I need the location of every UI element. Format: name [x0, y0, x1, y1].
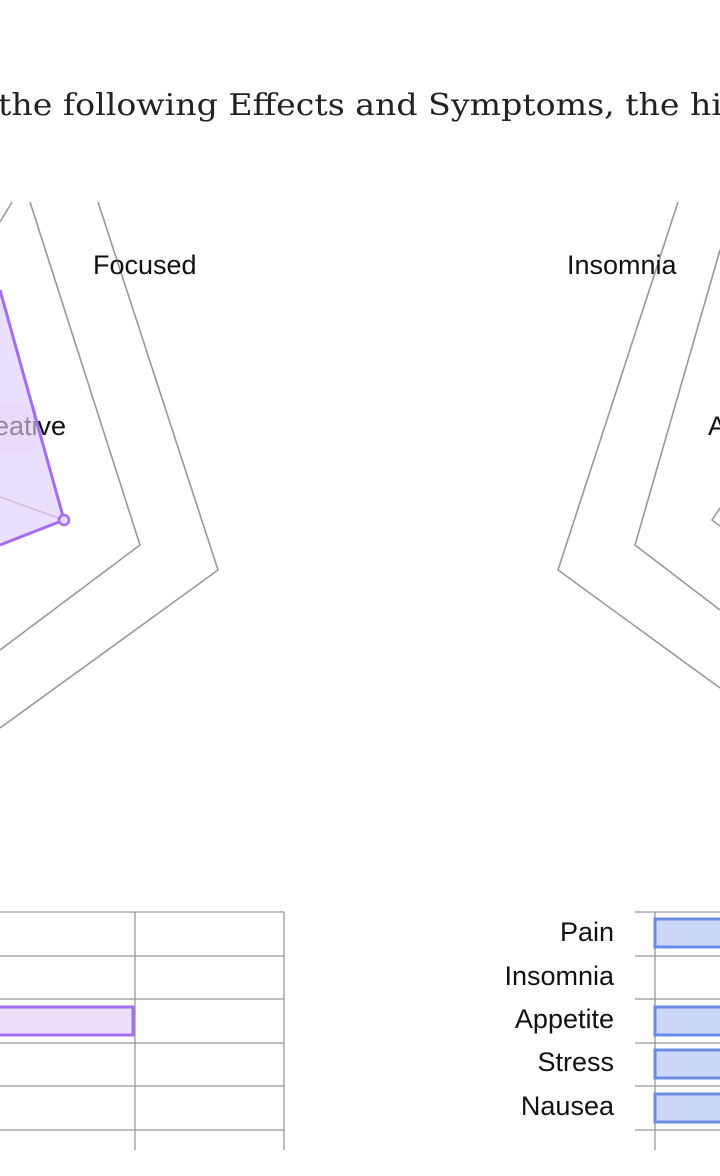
bar-label: Appetite: [515, 1004, 614, 1034]
bar: [653, 917, 720, 949]
effects-bars: [0, 911, 285, 1150]
bar-label: Pain: [560, 917, 614, 947]
radar-ring: [0, 201, 13, 223]
bar-label: Insomnia: [504, 961, 615, 991]
bar: [653, 1005, 720, 1037]
bar: [0, 1005, 135, 1037]
radar-ring: [0, 201, 141, 651]
effects-radar: Focused Creative: [0, 201, 219, 729]
radar-ring: [634, 249, 720, 611]
bar-label: Stress: [537, 1047, 614, 1077]
radar-label: Appetite: [708, 411, 720, 441]
bar-label: Nausea: [521, 1091, 615, 1121]
radar-overlay: [0, 405, 37, 451]
page-title: the following Effects and Symptoms, the …: [0, 88, 720, 123]
radar-ring: [710, 507, 720, 527]
radar-point: [57, 513, 71, 527]
radar-ring: [0, 201, 219, 729]
symptoms-bars: Pain Insomnia Appetite Stress Nausea: [504, 911, 720, 1150]
radar-label: Insomnia: [567, 250, 678, 280]
radar-label: Focused: [93, 250, 197, 280]
symptoms-radar: Insomnia Appetite: [557, 201, 720, 689]
radar-ring: [557, 201, 720, 689]
bar: [653, 1092, 720, 1124]
radar-spoke: [0, 496, 65, 521]
bar: [653, 1048, 720, 1080]
